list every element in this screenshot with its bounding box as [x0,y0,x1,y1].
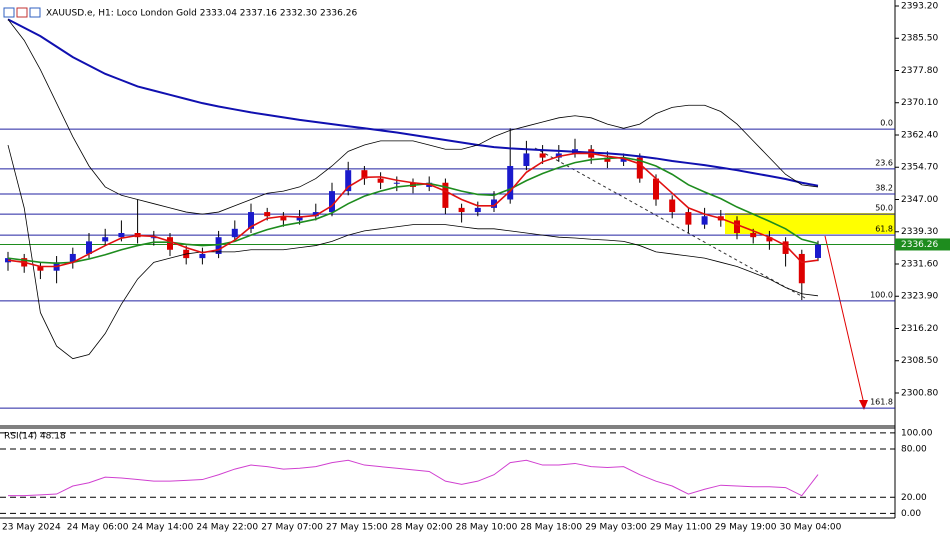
candle-body [815,244,821,258]
fib-label: 23.6 [875,158,893,167]
candle-body [361,170,368,179]
x-tick-label: 29 May 19:00 [715,523,777,533]
candle-body [280,216,287,221]
candle-body [507,165,514,200]
y-tick-label: 2339.30 [901,227,938,237]
fib-label: 61.8 [875,225,893,234]
candle-body [377,178,384,183]
candle-body [37,266,44,271]
rsi-tick-label: 20.00 [901,493,927,503]
candle-body [474,207,481,213]
candle-body [5,258,11,263]
rsi-line [8,459,819,497]
y-tick-label: 2385.50 [901,34,938,44]
rsi-tick-label: 80.00 [901,444,927,454]
rsi-title: RSI(14) 48.18 [4,432,66,442]
y-tick-label: 2377.80 [901,66,938,76]
candle-body [167,237,173,250]
y-tick-label: 2393.20 [901,1,938,11]
x-tick-label: 24 May 22:00 [196,523,258,533]
rsi-tick-label: 0.00 [901,509,921,519]
x-tick-label: 23 May 2024 [2,523,61,533]
candle-body [750,233,757,238]
fib-label: 38.2 [875,184,893,193]
y-tick-label: 2354.70 [901,163,938,173]
x-tick-label: 28 May 18:00 [520,523,582,533]
overlay-line [7,18,819,187]
y-tick-label: 2370.10 [901,98,938,108]
y-tick-label: 2362.40 [901,130,938,140]
fib-label: 100.0 [870,290,893,299]
candle-body [69,253,76,263]
candle-body [620,157,627,162]
candle-body [264,212,271,217]
candle-body [442,182,449,208]
y-tick-label: 2300.80 [901,389,938,399]
candle-body [329,191,335,213]
candle-body [555,153,562,158]
candle-body [653,178,659,200]
candle-body [734,220,740,234]
candle-body [312,212,319,217]
x-tick-label: 28 May 10:00 [456,523,518,533]
candle-body [118,233,125,238]
candle-body [345,170,352,192]
y-tick-label: 2331.60 [901,259,938,269]
candle-body [491,199,497,208]
y-tick-label: 2347.00 [901,195,938,205]
x-tick-label: 27 May 15:00 [326,523,388,533]
y-tick-label: 2316.20 [901,324,938,334]
arrow-head [859,400,868,410]
candle-body [248,212,254,229]
last-price-box [895,238,950,251]
y-tick-label: 2308.50 [901,356,938,366]
candle-body [231,228,238,238]
fib-label: 0.0 [880,119,893,128]
x-tick-label: 24 May 06:00 [67,523,129,533]
candle-body [782,241,789,254]
x-tick-label: 30 May 04:00 [780,523,842,533]
icon [16,7,28,18]
overlay-line [7,144,819,360]
candle-body [798,253,805,284]
fib-label: 50.0 [875,204,893,213]
overlay-line [7,156,819,264]
candle-body [636,157,643,179]
candle-body [296,216,303,221]
candle-body [701,216,708,225]
x-tick-label: 27 May 07:00 [261,523,323,533]
candle-body [523,153,530,166]
candle-body [539,153,546,158]
x-tick-label: 29 May 11:00 [650,523,712,533]
candle-body [604,157,611,162]
icon [29,7,41,18]
candle-body [215,237,222,254]
candle-body [393,182,400,184]
target-zone [725,213,895,234]
fib-label: 161.8 [870,398,893,407]
overlay-line [7,19,819,215]
candle-body [669,199,676,213]
rsi-tick-label: 100.00 [901,428,933,438]
icon [3,7,15,18]
x-tick-label: 29 May 03:00 [585,523,647,533]
overlay-line [7,152,819,268]
last-price-label: 2336.26 [901,240,938,250]
candle-body [685,212,692,225]
x-tick-label: 24 May 14:00 [132,523,194,533]
candle-body [766,237,773,242]
candle-body [86,241,92,254]
forecast-arrow [824,235,865,405]
y-tick-label: 2323.90 [901,292,938,302]
candle-body [458,207,465,213]
candle-body [199,253,206,259]
candle-body [102,237,109,242]
candle-body [150,237,157,239]
chart-title: XAUUSD.e, H1: Loco London Gold 2333.04 2… [46,9,357,19]
x-tick-label: 28 May 02:00 [391,523,453,533]
